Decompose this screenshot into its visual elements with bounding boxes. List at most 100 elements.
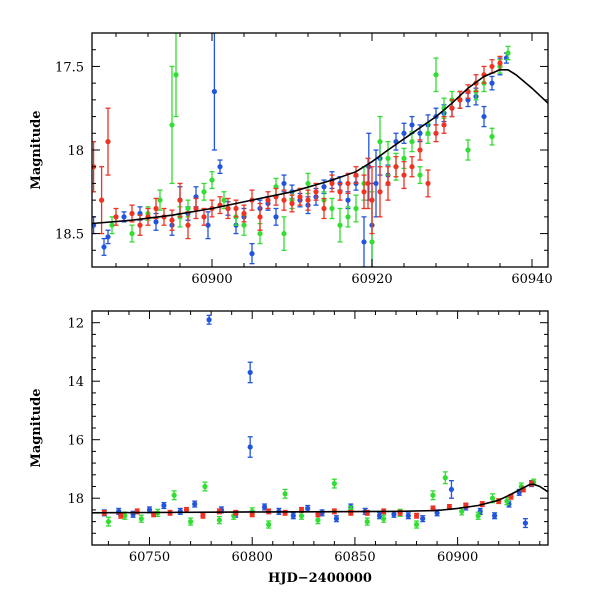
top-data-point	[169, 217, 175, 223]
top-data-point	[265, 197, 271, 203]
top-data-point	[457, 97, 463, 103]
top-data-point	[393, 164, 399, 170]
top-data-point	[417, 130, 423, 136]
bottom-data-point	[261, 504, 268, 510]
bottom-data-point	[305, 505, 311, 512]
bottom-data-point	[413, 513, 420, 519]
top-data-point	[465, 147, 471, 153]
top-data-point	[173, 72, 179, 78]
top-data-point	[401, 130, 407, 136]
top-data-point	[409, 164, 415, 170]
top-data-point	[369, 239, 375, 245]
top-data-point	[425, 130, 431, 136]
top-data-point	[281, 230, 287, 237]
top-data-point	[409, 139, 415, 145]
bottom-x-tick-label: 60900	[437, 550, 478, 565]
top-y-tick-label: 18.5	[55, 228, 84, 243]
bottom-series-0	[101, 314, 535, 529]
bottom-data-point	[183, 507, 190, 513]
bottom-data-point	[381, 516, 387, 522]
bottom-data-point	[249, 511, 255, 517]
top-data-point	[321, 205, 327, 212]
top-data-point	[345, 197, 351, 203]
top-data-point	[257, 214, 263, 220]
top-data-point	[289, 200, 295, 207]
bottom-y-tick-label: 14	[67, 375, 84, 390]
top-data-point	[417, 172, 423, 178]
top-data-point	[157, 197, 163, 203]
bottom-y-tick-label: 18	[67, 492, 84, 507]
top-data-point	[417, 147, 423, 153]
bottom-y-axis-label: Magnitude	[29, 388, 44, 467]
bottom-data-point	[331, 480, 337, 487]
top-data-point	[489, 63, 495, 70]
top-data-point	[305, 197, 311, 203]
bottom-data-point	[315, 517, 321, 523]
top-data-point	[489, 134, 495, 140]
bottom-data-point	[282, 491, 288, 497]
top-y-axis-label: Magnitude	[29, 110, 44, 189]
top-data-point	[345, 180, 351, 187]
top-data-point	[401, 172, 407, 178]
top-x-tick-label: 60920	[351, 272, 392, 287]
top-data-point	[137, 222, 143, 228]
top-data-point	[101, 244, 107, 250]
top-data-point	[257, 230, 263, 237]
top-data-point	[241, 222, 247, 228]
bottom-data-point	[430, 492, 436, 498]
top-data-point	[221, 197, 227, 203]
bottom-data-point	[290, 513, 296, 519]
top-data-point	[337, 189, 343, 195]
bottom-data-point	[420, 516, 426, 522]
top-data-point	[153, 219, 159, 225]
bottom-data-point	[200, 513, 206, 519]
bottom-data-point	[206, 317, 212, 323]
bottom-x-tick-label: 60750	[129, 550, 170, 565]
bottom-data-point	[489, 495, 496, 501]
bottom-x-tick-label: 60850	[334, 550, 375, 565]
bottom-data-point	[522, 520, 529, 526]
top-series-1	[109, 33, 511, 267]
bottom-data-point	[146, 507, 153, 513]
top-data-point	[177, 197, 183, 203]
bottom-data-point	[504, 498, 510, 504]
bottom-x-tick-label: 60800	[232, 550, 273, 565]
top-data-point	[353, 205, 359, 212]
top-data-point	[185, 222, 191, 228]
top-data-point	[369, 197, 375, 203]
top-data-point	[337, 222, 343, 228]
top-data-point	[273, 214, 279, 220]
bottom-data-point	[333, 516, 340, 522]
top-plot-frame	[91, 32, 549, 268]
top-data-point	[129, 210, 135, 217]
top-data-point	[441, 122, 447, 128]
top-data-point	[353, 172, 359, 178]
bottom-data-point	[364, 519, 370, 525]
bottom-data-point	[187, 519, 194, 525]
bottom-data-point	[282, 510, 288, 516]
top-data-point	[281, 180, 287, 187]
top-data-point	[169, 122, 175, 128]
top-data-point	[385, 180, 391, 187]
bottom-data-point	[376, 513, 383, 519]
top-series-0	[92, 33, 509, 267]
top-data-point	[345, 214, 351, 220]
top-data-point	[409, 122, 415, 128]
top-data-point	[373, 180, 379, 187]
top-data-point	[113, 214, 119, 220]
bottom-data-point	[105, 519, 112, 525]
bottom-data-point	[202, 483, 208, 490]
bottom-data-point	[391, 511, 397, 517]
top-data-point	[481, 113, 487, 120]
top-data-point	[329, 205, 335, 212]
top-data-point	[449, 105, 455, 111]
top-data-point	[205, 222, 211, 228]
bottom-data-point	[491, 513, 498, 519]
bottom-model-curve	[92, 483, 548, 514]
bottom-data-point	[315, 511, 321, 517]
top-data-point	[425, 180, 431, 187]
bottom-x-axis-label: HJD−2400000	[268, 571, 372, 586]
bottom-series-1	[105, 471, 537, 529]
top-data-point	[201, 189, 207, 195]
top-data-point	[109, 222, 115, 228]
